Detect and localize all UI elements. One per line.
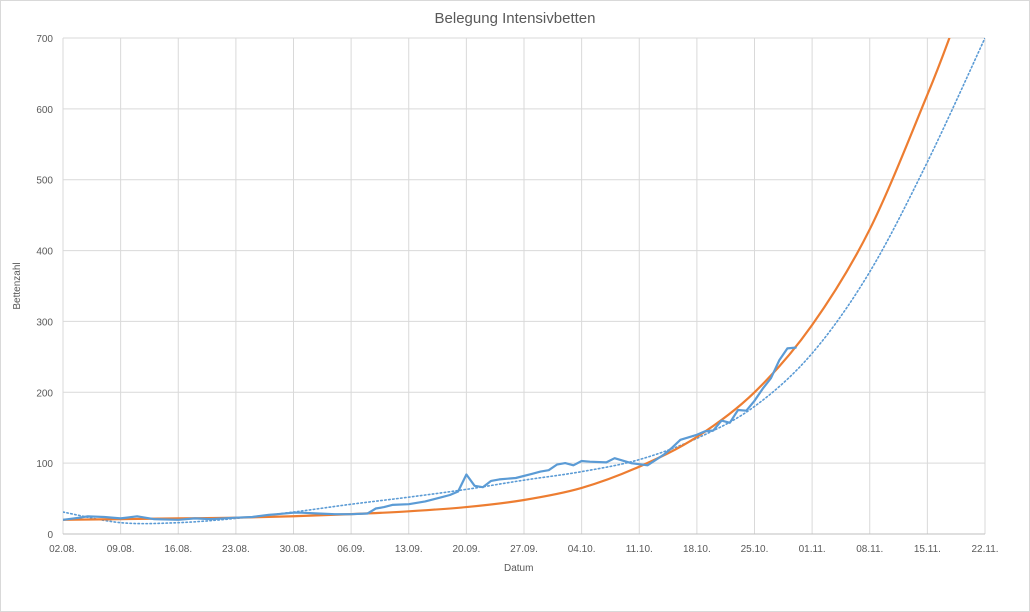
x-tick-label: 23.08.	[222, 544, 250, 555]
y-tick-label: 0	[47, 530, 53, 541]
chart-title: Belegung Intensivbetten	[434, 10, 596, 27]
y-tick-label: 100	[36, 459, 53, 470]
x-tick-label: 27.09.	[510, 544, 538, 555]
x-tick-label: 25.10.	[741, 544, 769, 555]
x-tick-label: 30.08.	[280, 544, 308, 555]
x-tick-label: 20.09.	[452, 544, 480, 555]
y-tick-label: 300	[36, 317, 53, 328]
x-tick-label: 09.08.	[107, 544, 135, 555]
x-tick-label: 01.11.	[799, 544, 826, 555]
x-axis-label: Datum	[504, 563, 534, 574]
x-tick-label: 08.11.	[856, 544, 883, 555]
x-tick-label: 15.11.	[914, 544, 941, 555]
x-tick-label: 13.09.	[395, 544, 423, 555]
y-tick-label: 700	[36, 34, 53, 45]
x-tick-label: 06.09.	[337, 544, 365, 555]
x-tick-label: 04.10.	[568, 544, 596, 555]
x-tick-label: 11.10.	[626, 544, 653, 555]
y-tick-label: 500	[36, 176, 53, 187]
y-tick-label: 200	[36, 388, 53, 399]
y-axis-ticks: 0 100 200 300 400 500 600 700	[36, 34, 53, 541]
gridlines	[62, 37, 986, 535]
y-tick-label: 400	[36, 247, 53, 258]
x-tick-label: 18.10.	[683, 544, 711, 555]
series-exponential-trend	[63, 38, 951, 521]
x-tick-label: 02.08.	[49, 544, 77, 555]
x-tick-label: 22.11.	[971, 544, 998, 555]
x-axis-ticks: 02.08. 09.08. 16.08. 23.08. 30.08. 06.09. 13.0…	[49, 544, 998, 555]
x-tick-label: 16.08.	[164, 544, 192, 555]
y-tick-label: 600	[36, 105, 53, 116]
data-series	[63, 38, 985, 525]
series-actual-line	[63, 346, 797, 521]
